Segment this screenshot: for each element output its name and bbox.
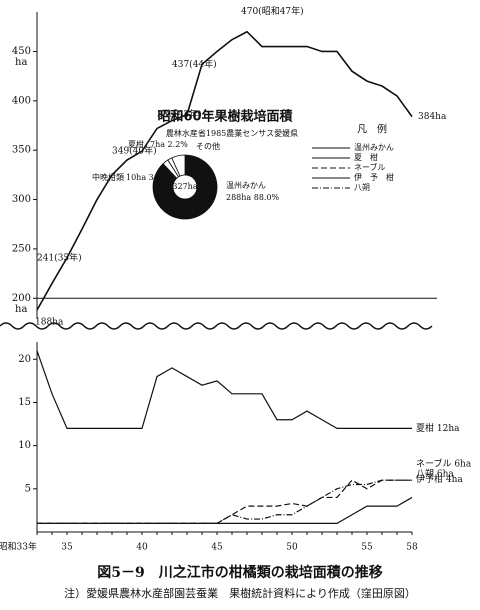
y-tick-label: 300 <box>12 194 31 205</box>
pie-title: 昭和60年果樹栽培面積 <box>157 109 293 125</box>
y-tick-label: 250 <box>12 243 31 254</box>
pie-value-label: 288ha 88.0% <box>226 193 280 202</box>
pie-label: 温州みかん <box>226 181 266 190</box>
x-tick-label: 昭和33年 <box>0 541 37 553</box>
y-tick-label: 10 <box>18 440 31 451</box>
pie-label: その他 <box>196 141 220 151</box>
series-line <box>37 479 412 524</box>
series-line <box>37 496 413 524</box>
x-tick-label: 50 <box>286 543 298 553</box>
y-tick-label: 350 <box>12 145 31 156</box>
value-label: 夏柑 12ha <box>416 422 460 434</box>
value-label: ネーブル 6ha <box>416 458 472 470</box>
value-label: 八朔 6ha <box>416 468 454 480</box>
legend-label: 伊 予 柑 <box>354 172 394 182</box>
y-unit: ha <box>15 304 27 315</box>
pie-label: 中晩柑類 <box>92 172 124 182</box>
series-line <box>37 479 412 524</box>
value-label: 349(40年) <box>112 145 157 157</box>
pie-hole <box>172 174 198 200</box>
y-tick-label: 450 <box>12 46 31 57</box>
legend-label: 温州みかん <box>354 143 394 152</box>
series-line <box>36 350 412 429</box>
pie-subtitle: 農林水産省1985農業センサス愛媛県 <box>166 128 298 138</box>
y-tick-label: 15 <box>18 397 31 408</box>
y-tick-label: 20 <box>18 354 31 365</box>
value-label: 384ha <box>418 112 447 122</box>
legend-title: 凡 例 <box>357 123 387 136</box>
pie-center-label: 327ha <box>172 182 197 191</box>
y-tick-label: 5 <box>25 483 31 494</box>
pie-value-label: 10ha 3.0% <box>126 173 169 182</box>
x-tick-label: 55 <box>361 543 373 553</box>
legend-label: ネーブル <box>354 162 386 172</box>
y-tick-label: 200 <box>12 293 31 304</box>
value-label: 386(43年) <box>157 108 202 120</box>
value-label: 241(35年) <box>37 251 82 263</box>
value-label: 伊予柑 4ha <box>416 473 463 485</box>
axis-break <box>0 322 433 330</box>
legend-label: 夏 柑 <box>354 152 378 162</box>
pie-label: 夏柑 <box>128 139 144 149</box>
legend-label: 八朔 <box>354 182 370 192</box>
figure-caption: 図5－9 川之江市の柑橘類の栽培面積の推移 <box>97 564 382 581</box>
value-label: 188ha <box>35 318 64 328</box>
x-tick-label: 45 <box>211 543 223 553</box>
x-tick-label: 35 <box>61 543 73 553</box>
pie-value-label: 7ha 2.2% <box>150 140 188 149</box>
x-tick-label: 40 <box>136 543 148 553</box>
y-unit: ha <box>15 57 27 68</box>
y-tick-label: 400 <box>12 95 31 106</box>
x-tick-label: 58 <box>406 543 418 553</box>
series-line <box>36 30 413 311</box>
value-label: 437(44年) <box>172 58 217 70</box>
figure-note: 注）愛媛県農林水産部園芸蚕業 果樹統計資料により作成（窪田原図） <box>64 586 416 600</box>
value-label: 470(昭和47年) <box>241 5 304 17</box>
